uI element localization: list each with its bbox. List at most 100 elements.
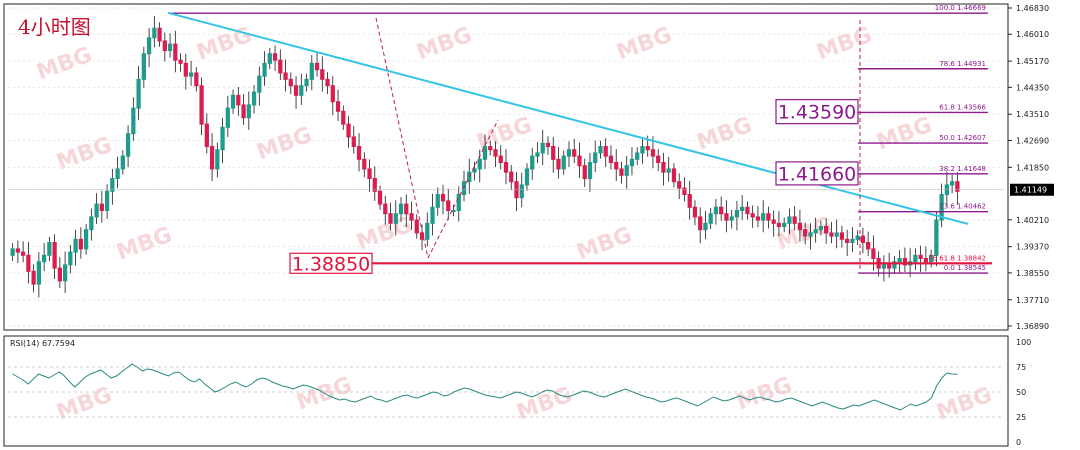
candle-body	[15, 248, 21, 253]
candle-body	[120, 155, 125, 170]
candle-body	[456, 194, 461, 212]
candle-body	[950, 181, 955, 186]
candle-body	[304, 78, 309, 87]
candle-body	[530, 155, 535, 170]
candle-body	[755, 216, 761, 221]
candle-body	[535, 152, 540, 157]
candle-body	[152, 27, 157, 39]
candle-body	[866, 242, 871, 250]
candle-body	[761, 213, 766, 221]
candle-body	[593, 152, 598, 164]
candle-body	[624, 165, 629, 176]
candle-body	[251, 91, 257, 106]
candle-body	[640, 146, 645, 154]
candle-body	[236, 94, 241, 106]
candle-body	[719, 206, 724, 215]
candle-body	[20, 251, 26, 256]
candle-body	[26, 254, 31, 272]
candle-body	[414, 219, 419, 234]
candle-body	[524, 168, 530, 186]
wave-dashed-line	[427, 119, 499, 259]
candle-body	[771, 219, 776, 224]
fib-level-label: 23.6 1.40462	[939, 203, 986, 211]
candle-body	[136, 78, 141, 109]
candle-body	[383, 203, 388, 215]
candle-body	[598, 146, 603, 154]
y-axis-label: 1.46830	[1016, 4, 1049, 13]
candle-body	[362, 158, 367, 170]
candle-body	[808, 232, 813, 237]
candle-body	[131, 107, 136, 135]
candle-body	[299, 85, 304, 96]
candle-body	[440, 194, 446, 202]
current-price-label: 1.41149	[1014, 186, 1047, 195]
y-axis-label: 1.43510	[1016, 110, 1049, 119]
candle-body	[824, 226, 829, 234]
candle-body	[435, 194, 440, 208]
candle-body	[608, 155, 614, 164]
candle-body	[818, 226, 824, 231]
candle-body	[656, 155, 661, 164]
candle-body	[31, 270, 36, 285]
candle-body	[509, 171, 514, 183]
price-callout-box	[775, 161, 859, 186]
candle-body	[929, 254, 934, 263]
candle-body	[498, 155, 503, 164]
candle-body	[110, 178, 115, 192]
candle-body	[393, 213, 398, 224]
y-axis-label: 1.40210	[1016, 216, 1049, 225]
y-axis-label: 1.45170	[1016, 57, 1049, 66]
candle-body	[267, 53, 272, 64]
candle-body	[167, 43, 173, 52]
candle-body	[671, 168, 677, 183]
candle-body	[587, 162, 593, 180]
fib-level-label: 50.0 1.42607	[939, 134, 986, 142]
candle-body	[367, 168, 372, 180]
candle-body	[545, 142, 551, 148]
candle-body	[692, 206, 698, 218]
candle-body	[892, 261, 897, 269]
candle-body	[377, 190, 383, 205]
candle-body	[629, 158, 635, 167]
candle-body	[157, 27, 162, 42]
candle-body	[146, 37, 152, 55]
fib-level-label: 78.6 1.44931	[939, 60, 986, 68]
candle-body	[519, 184, 524, 199]
candle-body	[488, 146, 493, 151]
y-axis-label: 1.39370	[1016, 243, 1049, 252]
candle-body	[194, 72, 199, 87]
candle-body	[204, 123, 209, 148]
candle-body	[645, 146, 650, 151]
candle-body	[839, 232, 845, 240]
candle-body	[619, 168, 624, 176]
candle-body	[425, 222, 430, 240]
candle-body	[939, 194, 944, 221]
rsi-axis-label: 25	[1016, 413, 1026, 422]
candle-body	[740, 206, 745, 212]
candle-body	[881, 264, 887, 269]
candle-body	[272, 53, 278, 61]
candle-body	[89, 216, 94, 231]
candle-body	[356, 146, 362, 160]
candle-body	[871, 248, 876, 259]
candle-body	[572, 149, 577, 157]
candle-body	[404, 203, 409, 215]
candle-body	[829, 232, 834, 237]
candle-body	[813, 229, 818, 234]
candle-body	[614, 162, 619, 170]
candle-body	[78, 238, 83, 250]
rsi-axis-label: 75	[1016, 363, 1026, 372]
y-axis-label: 1.42690	[1016, 136, 1049, 145]
candle-body	[661, 162, 666, 173]
candle-body	[199, 85, 204, 125]
candle-body	[787, 216, 792, 224]
candle-body	[62, 264, 68, 282]
rsi-axis-label: 0	[1016, 438, 1021, 447]
fib-level-label: 0.0 1.38545	[944, 264, 986, 272]
y-axis-label: 1.41850	[1016, 163, 1049, 172]
candle-body	[703, 222, 708, 231]
candle-body	[398, 203, 404, 215]
candle-body	[850, 238, 855, 244]
candle-body	[188, 72, 194, 77]
